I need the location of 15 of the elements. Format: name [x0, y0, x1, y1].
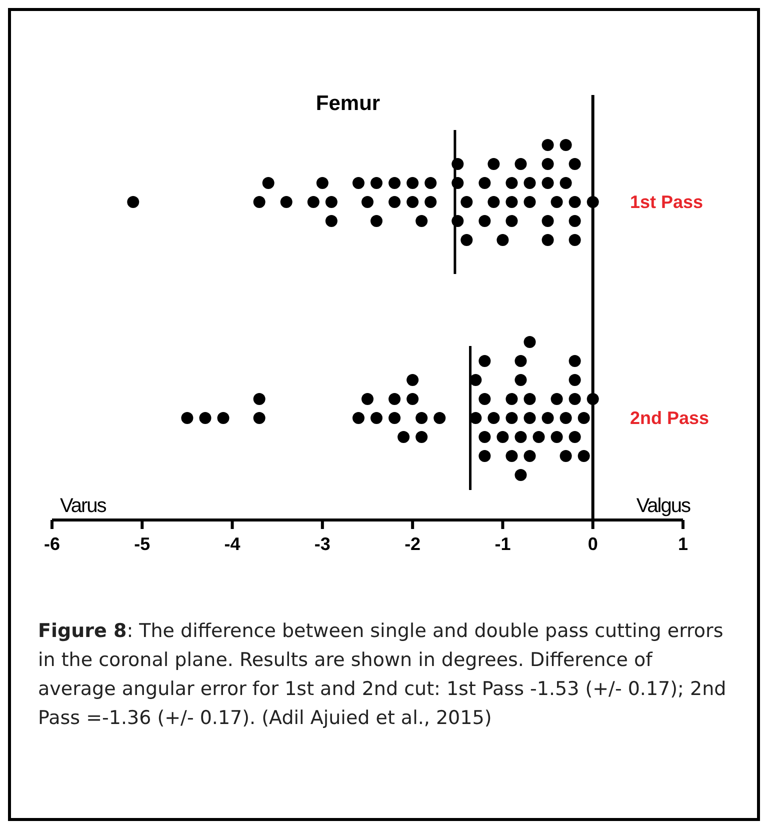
x-tick-label: -2	[404, 534, 421, 554]
x-tick-label: -1	[494, 534, 511, 554]
x-tick-label: -3	[314, 534, 330, 554]
y-tick-label: 2nd Pass	[630, 408, 710, 428]
x-tick-label: -4	[224, 534, 240, 554]
x-tick-label: 0	[588, 534, 598, 554]
annotation: Varus	[60, 495, 107, 517]
y-tick-label: 1st Pass	[630, 192, 704, 212]
x-tick-label: -6	[44, 534, 60, 554]
caption: Figure 8: The difference between single and double pass cutting errors in the coronal plane. Results are shown in degrees. Difference of average angular error for 1st and 2nd cut: 1st Pass -1.53 (+/- 0.17); 2nd Pass =-1.36 (+/- 0.17). (Adil Ajuied et al., 2015)	[38, 619, 728, 731]
frame-border: Femur 1st Pass 2nd Pass -6 -5 -4 -3 -2 -1 0 1 Varus Valgus Figure 8: The difference between single and double pass cutting errors in the coronal plane. Results are shown in degrees. Difference of average angular error for 1st and 2nd cut: 1st Pass -1.53 (+/- 0.17); 2nd Pass =-1.36 (+/- 0.17). (Adil Ajuied et al., 2015)	[8, 8, 760, 821]
x-tick-label: 1	[678, 534, 688, 554]
annotation: Valgus	[636, 495, 691, 517]
x-tick-label: -5	[134, 534, 150, 554]
chart-title: Femur	[316, 92, 380, 115]
